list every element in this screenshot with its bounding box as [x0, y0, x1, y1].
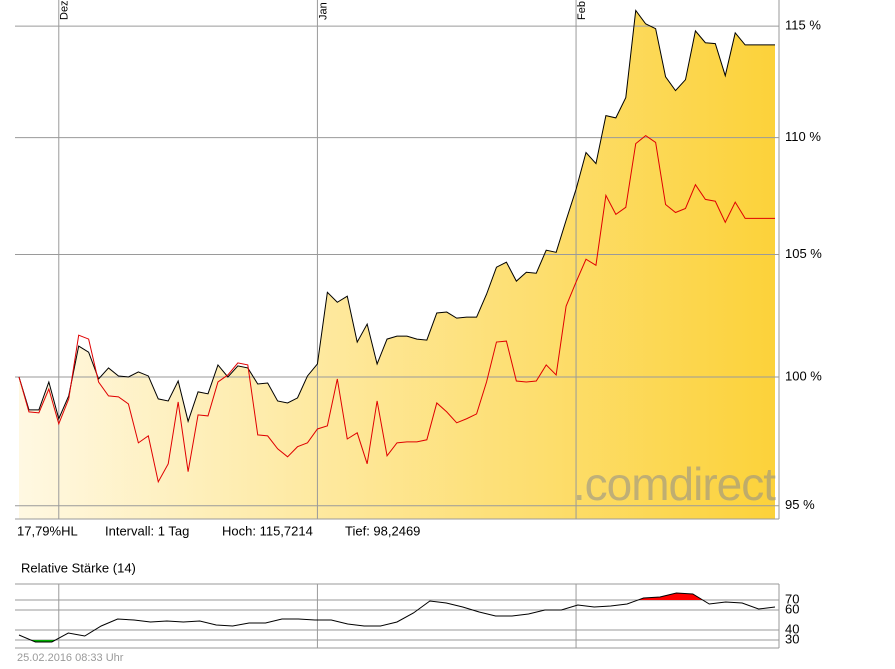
- stat-label: Hoch: 115,7214: [222, 523, 313, 538]
- y-tick-label: 60: [785, 601, 799, 616]
- rsi-title: Relative Stärke (14): [21, 560, 136, 575]
- stat-label: 17,79%HL: [17, 523, 78, 538]
- x-tick-label: Feb: [576, 1, 588, 20]
- y-tick-label: 105 %: [785, 246, 822, 261]
- x-tick-label: Dez: [59, 0, 71, 20]
- y-tick-label: 95 %: [785, 497, 815, 512]
- series-line: [18, 134, 775, 484]
- timestamp: 25.02.2016 08:33 Uhr: [17, 652, 124, 664]
- y-tick-label: 70: [785, 591, 799, 606]
- watermark: .comdirect: [573, 458, 776, 510]
- y-tick-label: 100 %: [785, 368, 822, 383]
- rsi-line: [18, 592, 776, 643]
- stat-label: Tief: 98,2469: [345, 523, 420, 538]
- y-tick-label: 110 %: [785, 129, 821, 144]
- y-tick-label: 40: [785, 621, 799, 636]
- overbought-fill: [19, 593, 775, 600]
- y-tick-label: 115 %: [785, 18, 821, 33]
- y-tick-label: 30: [785, 631, 799, 646]
- series-line: [18, 9, 775, 424]
- stat-label: Intervall: 1 Tag: [105, 523, 189, 538]
- price-chart: .comdirect 95 % 100 % 105 % 110 % 115 % Dez Jan…: [15, 0, 822, 538]
- x-tick-label: Jan: [317, 2, 329, 20]
- area-fill: [19, 10, 775, 519]
